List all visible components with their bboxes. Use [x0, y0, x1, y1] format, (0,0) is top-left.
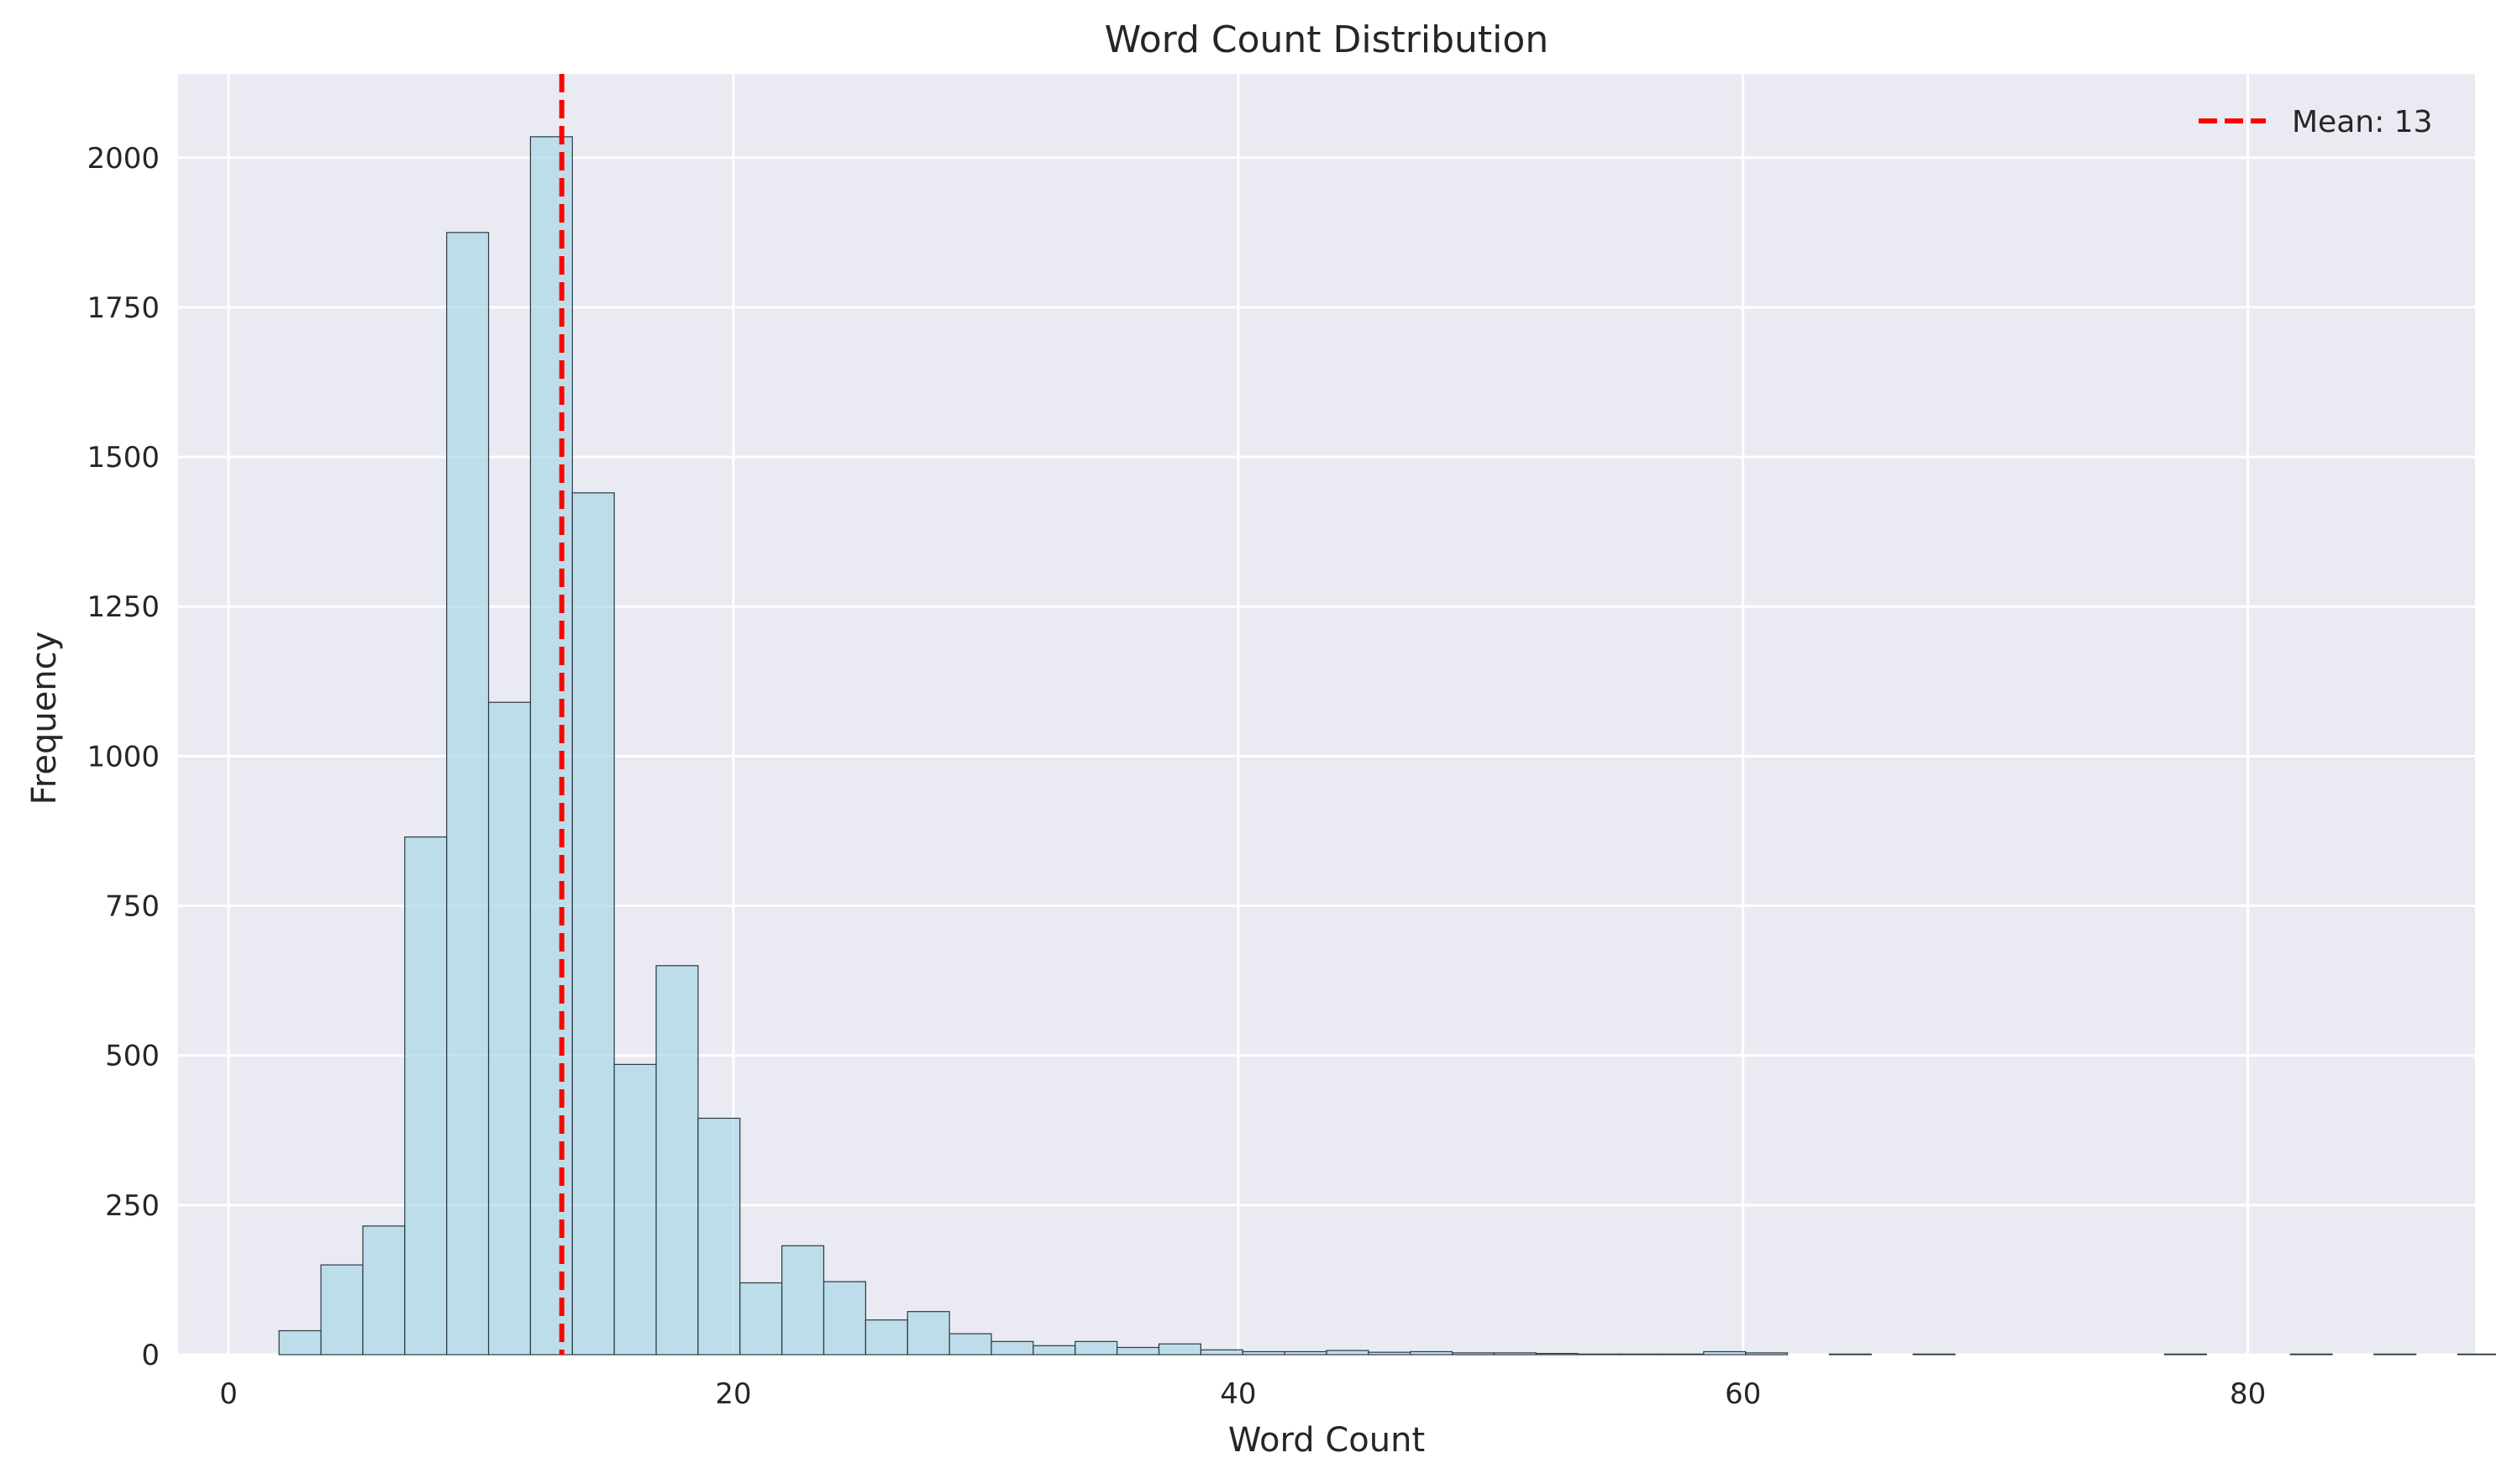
y-tick-label: 1000: [87, 740, 160, 773]
histogram-bars: [278, 136, 2496, 1356]
y-axis-label: Frequency: [25, 632, 64, 805]
histogram-bar: [2373, 1353, 2417, 1356]
histogram-bar: [1912, 1353, 1956, 1356]
y-tick-label: 0: [141, 1339, 160, 1372]
y-tick-label: 250: [105, 1189, 160, 1223]
x-tick-labels: 0 20 40 60 80: [219, 1377, 2266, 1411]
histogram-bar: [1075, 1340, 1118, 1356]
x-axis-label: Word Count: [1228, 1421, 1425, 1460]
x-tick-label: 40: [1220, 1377, 1256, 1411]
histogram-bar: [864, 1319, 908, 1356]
histogram-bar: [571, 492, 615, 1356]
histogram-bar: [822, 1281, 866, 1356]
histogram-bar: [991, 1340, 1034, 1356]
histogram-bar: [487, 701, 532, 1356]
y-tick-label: 1750: [87, 291, 160, 325]
chart-title: Word Count Distribution: [1105, 18, 1548, 61]
histogram-bar: [1200, 1349, 1243, 1356]
x-tick-label: 0: [219, 1377, 238, 1411]
histogram-bar: [1033, 1345, 1076, 1356]
y-tick-label: 1500: [87, 441, 160, 475]
histogram-bar: [529, 136, 573, 1356]
x-tick-label: 60: [1725, 1377, 1761, 1411]
histogram-bar: [1745, 1352, 1789, 1356]
histogram-bar: [2289, 1353, 2333, 1356]
histogram-bar: [1284, 1350, 1327, 1356]
histogram-bar: [1158, 1343, 1201, 1356]
histogram-bar: [1410, 1350, 1453, 1356]
y-tick-labels: 0 250 500 750 1000 1250 1500 1750 2000: [87, 142, 160, 1372]
histogram-bar: [948, 1333, 992, 1356]
histogram-bar: [320, 1264, 364, 1356]
histogram-bar: [1368, 1351, 1411, 1356]
histogram-bar: [906, 1311, 950, 1356]
x-tick-label: 80: [2230, 1377, 2266, 1411]
histogram-bar: [278, 1329, 322, 1356]
histogram-bar: [613, 1063, 657, 1356]
x-tick-label: 20: [715, 1377, 751, 1411]
y-tick-label: 1250: [87, 590, 160, 624]
histogram-bar: [1577, 1353, 1621, 1356]
histogram-bar: [404, 836, 448, 1356]
histogram-bar: [1828, 1353, 1872, 1356]
histogram-bar: [1619, 1353, 1663, 1356]
histogram-bar: [1452, 1352, 1495, 1356]
histogram-bar: [781, 1245, 825, 1356]
histogram-bar: [1326, 1350, 1369, 1356]
y-tick-label: 500: [105, 1040, 160, 1073]
histogram-bar: [739, 1282, 783, 1356]
histogram-bar: [1493, 1352, 1537, 1356]
histogram-bar: [1535, 1352, 1579, 1356]
legend: Mean: 13: [2199, 105, 2432, 139]
histogram-bar: [1703, 1350, 1747, 1356]
histogram-bar: [655, 965, 699, 1356]
y-tick-label: 2000: [87, 142, 160, 176]
histogram-bar: [446, 232, 490, 1356]
histogram-bar: [2457, 1353, 2496, 1356]
histogram-bar: [362, 1225, 406, 1356]
histogram-bar: [1661, 1353, 1705, 1356]
histogram-bar: [1242, 1350, 1285, 1356]
histogram-bar: [2163, 1353, 2207, 1356]
y-tick-label: 750: [105, 890, 160, 924]
histogram-bar: [697, 1117, 741, 1356]
histogram-bar: [1117, 1346, 1160, 1356]
legend-mean-label: Mean: 13: [2292, 105, 2432, 139]
